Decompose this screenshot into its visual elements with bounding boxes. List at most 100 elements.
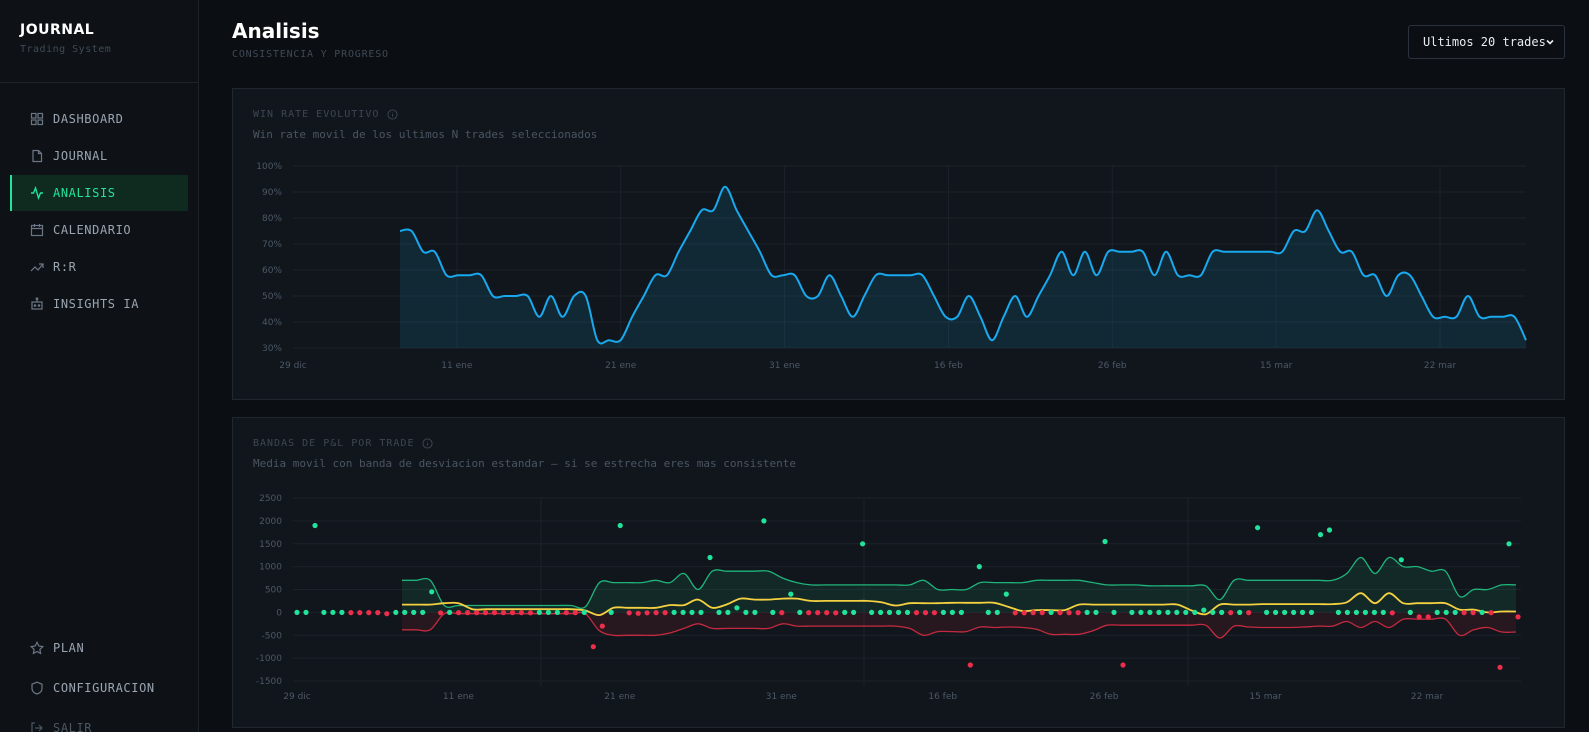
- win-trade-dot: [1183, 609, 1189, 615]
- sidebar-item-analisis[interactable]: ANALISIS: [10, 175, 188, 211]
- win-trade-dot: [895, 609, 902, 615]
- loss-trade-dot: [482, 610, 489, 616]
- x-tick-label: 15 mar: [1260, 361, 1293, 371]
- upper-band-area: [402, 557, 1516, 613]
- sidebar-item-label: PLAN: [53, 641, 85, 655]
- pnl-bands-card-title: BANDAS DE P&L POR TRADE: [253, 438, 434, 449]
- win-trade-dot: [788, 591, 794, 597]
- sidebar-item-journal[interactable]: JOURNAL: [10, 138, 188, 174]
- loss-trade-dot: [1488, 610, 1494, 616]
- win-trade-dot: [1174, 609, 1180, 615]
- win-trade-dot: [294, 609, 300, 615]
- rolling-mean-line: [402, 592, 1517, 617]
- lower-band-line: [401, 611, 1517, 639]
- chevron-down-icon: [1546, 39, 1554, 45]
- info-icon[interactable]: [422, 438, 434, 449]
- win-trade-dot: [1434, 609, 1440, 615]
- win-trade-dot: [1291, 609, 1297, 615]
- win-trade-dot: [330, 609, 336, 615]
- loss-trade-dot: [456, 610, 462, 616]
- win-trade-dot: [1398, 557, 1404, 563]
- y-tick-label: 90%: [262, 188, 282, 198]
- winrate-area: [400, 186, 1526, 348]
- loss-trade-dot: [626, 610, 632, 616]
- winrate-chart: 100% 90% 80% 70% 60% 50% 40% 30% 29 dic 11 ene 21 …: [256, 162, 1527, 371]
- win-trade-dot: [1111, 609, 1117, 615]
- sidebar-item-label: CALENDARIO: [53, 223, 132, 237]
- win-trade-dot: [1335, 609, 1341, 615]
- win-trade-dot: [671, 609, 677, 615]
- winrate-card: WIN RATE EVOLUTIVO Win rate movil de los…: [232, 88, 1565, 400]
- win-trade-dot: [402, 609, 408, 615]
- y-tick-label: 80%: [262, 214, 282, 224]
- win-trade-dot: [904, 609, 911, 615]
- win-trade-dot: [1255, 525, 1261, 531]
- loss-trade-dot: [644, 610, 650, 616]
- loss-trade-dot: [922, 610, 929, 616]
- grid-icon: [30, 112, 44, 126]
- win-trade-dot: [303, 609, 309, 615]
- win-trade-dot: [761, 518, 767, 524]
- win-trade-dot: [860, 541, 866, 547]
- sidebar: JOURNAL Trading System DASHBOARD JOURNAL…: [0, 0, 199, 732]
- loss-trade-dot: [1425, 614, 1431, 620]
- winrate-line: [399, 185, 1527, 345]
- sidebar-item-configuracion[interactable]: CONFIGURACION: [10, 670, 188, 706]
- sidebar-item-plan[interactable]: PLAN: [10, 630, 188, 666]
- win-trade-dot: [734, 605, 740, 611]
- x-tick-label: 11 ene: [443, 692, 475, 702]
- sidebar-item-label: R:R: [53, 260, 77, 274]
- sidebar-item-label: DASHBOARD: [53, 112, 124, 126]
- win-trade-dot: [1273, 609, 1279, 615]
- x-tick-label: 29 dic: [283, 692, 311, 702]
- x-tick-label: 22 mar: [1424, 361, 1457, 371]
- win-trade-dot: [1192, 609, 1198, 615]
- win-trade-dot: [1371, 609, 1377, 615]
- win-trade-dot: [886, 609, 893, 615]
- loss-trade-dot: [348, 610, 354, 616]
- win-trade-dot: [1479, 609, 1485, 615]
- sidebar-item-salir[interactable]: SALIR: [10, 710, 188, 732]
- win-trade-dot: [608, 609, 614, 615]
- select-value: Ultimos 20 trades: [1423, 35, 1546, 49]
- win-trade-dot: [1452, 609, 1458, 615]
- loss-trade-dot: [913, 610, 920, 616]
- win-trade-dot: [447, 609, 453, 615]
- page-subtitle: CONSISTENCIA Y PROGRESO: [232, 49, 389, 60]
- x-tick-label: 21 ene: [605, 361, 637, 371]
- win-trade-dot: [842, 609, 848, 615]
- x-tick-label: 31 ene: [769, 361, 801, 371]
- info-icon[interactable]: [387, 109, 398, 120]
- loss-trade-dot: [1120, 662, 1126, 668]
- sidebar-item-dashboard[interactable]: DASHBOARD: [10, 101, 188, 137]
- star-icon: [30, 641, 44, 655]
- x-tick-label: 26 feb: [1090, 692, 1119, 702]
- loss-trade-dot: [366, 610, 372, 616]
- loss-trade-dot: [465, 610, 471, 616]
- sidebar-item-calendario[interactable]: CALENDARIO: [10, 212, 188, 248]
- sidebar-item-label: SALIR: [53, 721, 93, 732]
- win-trade-dot: [1506, 541, 1512, 547]
- win-trade-dot: [321, 609, 327, 615]
- y-tick-label: 40%: [262, 318, 282, 328]
- x-tick-label: 26 feb: [1098, 361, 1127, 371]
- y-tick-label: 30%: [262, 344, 282, 354]
- logout-icon: [31, 722, 43, 732]
- x-tick-label: 21 ene: [604, 692, 636, 702]
- sidebar-item-insights[interactable]: INSIGHTS IA: [10, 286, 188, 322]
- loss-trade-dot: [438, 610, 444, 616]
- y-tick-label: 60%: [262, 266, 282, 276]
- win-trade-dot: [393, 609, 399, 615]
- win-trade-dot: [617, 522, 623, 529]
- loss-trade-dot: [1515, 614, 1521, 620]
- sidebar-item-rr[interactable]: R:R: [10, 249, 188, 285]
- win-trade-dot: [339, 609, 345, 615]
- win-trade-dot: [1048, 609, 1054, 615]
- page-title: Analisis: [232, 19, 320, 43]
- win-trade-dot: [429, 589, 435, 595]
- lower-band-area: [402, 612, 1516, 639]
- trending-up-icon: [30, 263, 44, 272]
- x-tick-label: 11 ene: [441, 361, 473, 371]
- trade-range-select[interactable]: Ultimos 20 trades: [1408, 25, 1565, 59]
- loss-trade-dot: [824, 610, 830, 616]
